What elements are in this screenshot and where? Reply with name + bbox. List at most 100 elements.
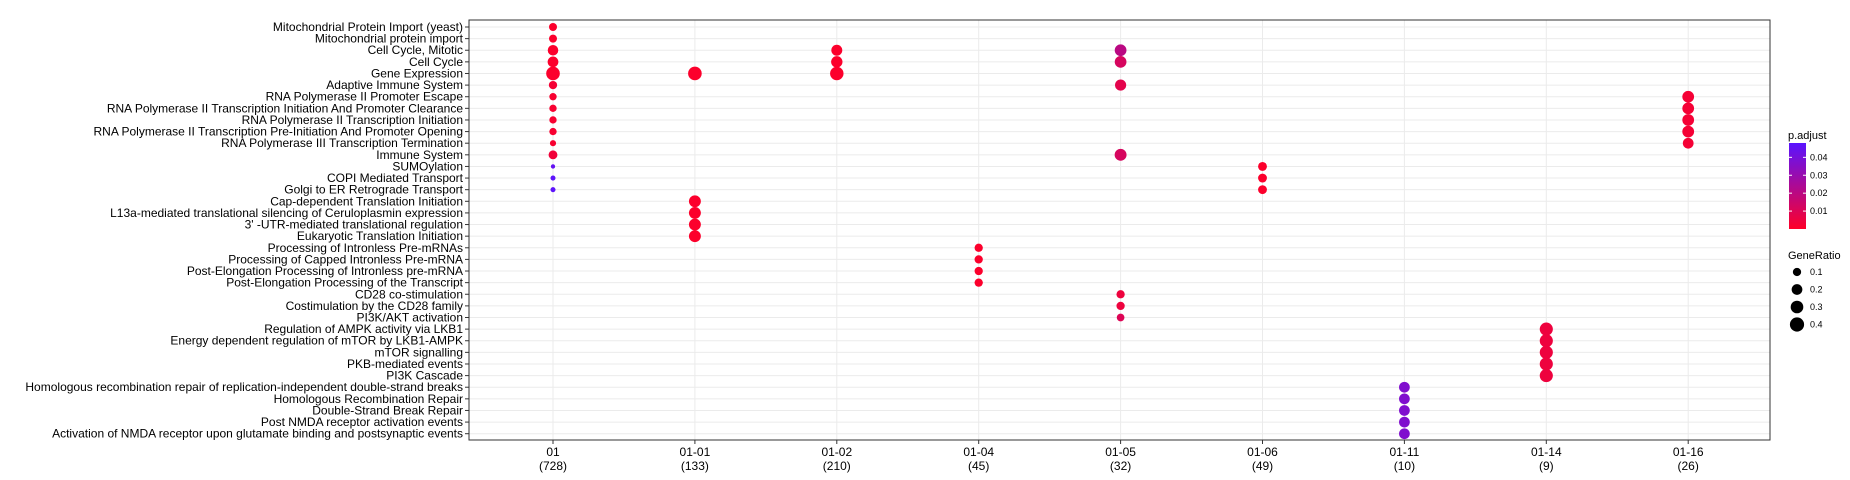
data-point — [1115, 79, 1127, 91]
x-tick-count: (10) — [1394, 459, 1415, 473]
size-legend-label: 0.1 — [1810, 267, 1823, 277]
data-point — [1539, 345, 1553, 359]
x-tick-count: (45) — [968, 459, 989, 473]
data-point — [1258, 185, 1267, 195]
data-point — [550, 187, 556, 193]
y-tick-label: Adaptive Immune System — [326, 78, 463, 92]
y-tick-label: COPI Mediated Transport — [327, 171, 464, 185]
y-tick-label: mTOR signalling — [375, 345, 463, 359]
y-tick-label: RNA Polymerase II Promoter Escape — [266, 90, 464, 104]
data-point — [549, 93, 557, 101]
data-point — [974, 243, 983, 252]
data-point — [1682, 125, 1695, 138]
data-point — [974, 278, 983, 287]
x-tick-count: (133) — [681, 459, 709, 473]
y-tick-label: Activation of NMDA receptor upon glutama… — [52, 427, 463, 441]
y-tick-label: Mitochondrial protein import — [315, 32, 464, 46]
data-point — [549, 104, 557, 113]
size-legend-key — [1790, 300, 1804, 314]
panel-border — [468, 19, 1771, 441]
color-legend-label: 0.03 — [1810, 170, 1828, 180]
y-tick-label: 3' -UTR-mediated translational regulatio… — [245, 218, 463, 232]
color-legend-label: 0.04 — [1810, 152, 1828, 162]
x-tick-label: 01-11 — [1389, 445, 1419, 459]
data-point — [548, 150, 558, 160]
data-point — [549, 127, 557, 136]
y-tick-label: Golgi to ER Retrograde Transport — [284, 183, 463, 197]
y-tick-label: RNA Polymerase II Transcription Initiati… — [107, 101, 463, 115]
size-legend: GeneRatio 0.1 0.2 0.3 0.4 — [1788, 250, 1841, 332]
x-tick-label: 01-14 — [1531, 445, 1562, 459]
data-point — [1116, 313, 1125, 322]
x-tick-label: 01 — [546, 445, 560, 459]
x-tick-label: 01-16 — [1673, 445, 1704, 459]
x-tick-count: (210) — [823, 459, 851, 473]
data-point — [550, 175, 556, 181]
data-point — [1116, 301, 1125, 311]
data-point — [547, 44, 559, 56]
x-tick-count: (32) — [1110, 459, 1131, 473]
x-tick-count: (9) — [1539, 459, 1554, 473]
data-point — [1258, 173, 1267, 183]
color-legend-label: 0.02 — [1810, 188, 1828, 198]
data-point — [1682, 114, 1695, 126]
data-point — [549, 34, 557, 43]
color-legend-title: p.adjust — [1788, 130, 1827, 142]
data-point — [1399, 381, 1410, 393]
y-tick-label: RNA Polymerase II Transcription Initiati… — [242, 113, 463, 127]
data-point — [1399, 405, 1410, 416]
data-point — [1682, 102, 1695, 115]
size-legend-label: 0.3 — [1810, 302, 1823, 312]
y-tick-label: Double-Strand Break Repair — [312, 403, 463, 417]
y-tick-label: Energy dependent regulation of mTOR by L… — [170, 334, 463, 348]
data-point — [546, 66, 560, 81]
y-tick-label: Post-Elongation Processing of the Transc… — [226, 276, 463, 290]
data-point — [1258, 162, 1267, 171]
data-point — [548, 80, 558, 90]
data-point — [688, 195, 701, 208]
y-tick-label: PI3K Cascade — [386, 369, 463, 383]
y-tick-label: SUMOylation — [392, 159, 463, 173]
x-tick-label: 01-06 — [1247, 445, 1278, 459]
y-tick-label: Costimulation by the CD28 family — [286, 299, 463, 313]
data-point — [547, 56, 559, 68]
data-point — [1539, 334, 1553, 348]
data-point — [1682, 90, 1695, 103]
grid — [469, 20, 1770, 440]
x-tick-label: 01-05 — [1105, 445, 1136, 459]
data-point — [974, 255, 983, 264]
x-tick-label: 01-02 — [821, 445, 852, 459]
x-tick-label: 01-01 — [680, 445, 711, 459]
y-tick-label: Gene Expression — [371, 66, 463, 80]
y-axis: Mitochondrial Protein Import (yeast)Mito… — [25, 20, 469, 441]
data-point — [549, 140, 557, 147]
data-point — [974, 266, 983, 276]
size-legend-key — [1789, 317, 1805, 332]
data-point — [1539, 322, 1553, 336]
data-point — [1539, 357, 1553, 371]
data-point — [688, 66, 702, 81]
data-point — [1114, 148, 1127, 161]
data-point — [550, 164, 556, 169]
y-tick-label: Mitochondrial Protein Import (yeast) — [273, 20, 463, 34]
y-tick-label: CD28 co-stimulation — [355, 287, 463, 301]
y-tick-label: Processing of Capped Intronless Pre-mRNA — [228, 252, 463, 266]
color-legend-label: 0.01 — [1810, 206, 1828, 216]
size-legend-title: GeneRatio — [1788, 250, 1841, 262]
x-tick-count: (26) — [1678, 459, 1699, 473]
data-point — [1399, 428, 1410, 440]
y-tick-label: PI3K/AKT activation — [357, 311, 464, 325]
y-tick-label: Regulation of AMPK activity via LKB1 — [264, 322, 463, 336]
data-point — [1114, 55, 1127, 68]
x-tick-count: (728) — [539, 459, 567, 473]
size-legend-label: 0.4 — [1810, 320, 1823, 330]
size-legend-key — [1792, 267, 1802, 277]
y-tick-label: PKB-mediated events — [347, 357, 463, 371]
data-point — [1114, 44, 1127, 57]
y-tick-label: Processing of Intronless Pre-mRNAs — [268, 241, 463, 255]
data-point — [831, 44, 843, 56]
y-tick-label: Cell Cycle, Mitotic — [368, 43, 463, 57]
y-tick-label: L13a-mediated translational silencing of… — [110, 206, 463, 220]
y-tick-label: Homologous recombination repair of repli… — [25, 380, 463, 394]
